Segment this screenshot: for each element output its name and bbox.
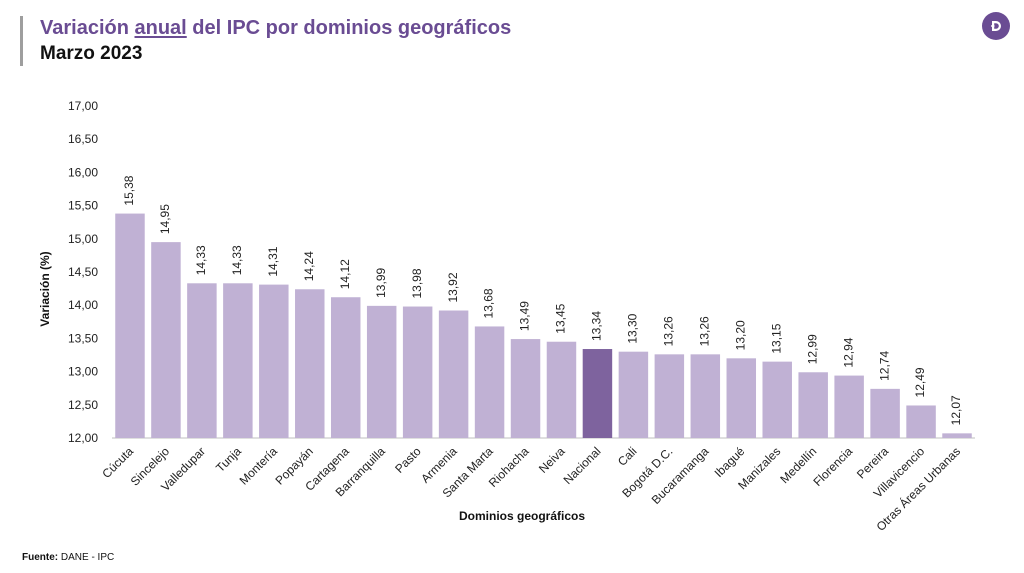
bar <box>870 388 900 438</box>
bar <box>690 354 721 438</box>
bar <box>402 306 433 438</box>
x-tick-label: Florencia <box>810 444 855 489</box>
value-label: 14,12 <box>338 259 352 289</box>
x-tick-label: Riohacha <box>486 444 532 490</box>
value-label: 13,45 <box>554 303 568 333</box>
value-label: 13,34 <box>590 311 604 341</box>
bar <box>115 213 145 438</box>
value-label: 12,74 <box>877 351 891 381</box>
value-label: 15,38 <box>122 175 136 205</box>
y-tick-label: 15,00 <box>68 232 98 246</box>
bar-highlight <box>582 349 613 438</box>
value-label: 12,07 <box>949 395 963 425</box>
bar <box>151 242 181 438</box>
bar <box>798 372 828 438</box>
bar <box>618 351 649 438</box>
bar <box>906 405 936 438</box>
y-tick-label: 12,50 <box>68 398 98 412</box>
x-axis-title: Dominios geográficos <box>459 509 585 523</box>
y-tick-label: 13,50 <box>68 331 98 345</box>
value-label: 13,68 <box>482 288 496 318</box>
value-label: 14,95 <box>158 204 172 234</box>
value-label: 14,31 <box>266 246 280 276</box>
value-label: 13,92 <box>446 272 460 302</box>
title-suffix: del IPC por dominios geográficos <box>186 17 512 39</box>
source-note: Fuente: DANE - IPC <box>22 552 114 563</box>
bar <box>259 284 289 438</box>
x-tick-label: Tunja <box>213 444 244 475</box>
value-label: 14,33 <box>230 245 244 275</box>
bar <box>726 358 757 438</box>
value-label: 12,49 <box>913 367 927 397</box>
bar <box>834 375 864 438</box>
y-tick-label: 13,00 <box>68 365 98 379</box>
title-prefix: Variación <box>40 17 135 39</box>
bar <box>366 305 397 438</box>
y-tick-label: 17,00 <box>68 99 98 113</box>
dane-logo-icon <box>982 12 1010 40</box>
logo-glyph <box>991 21 1001 31</box>
value-label: 12,94 <box>841 337 855 367</box>
y-tick-label: 16,50 <box>68 132 98 146</box>
bar <box>474 326 505 438</box>
value-label: 13,26 <box>697 316 711 346</box>
bar <box>438 310 469 438</box>
y-tick-label: 15,50 <box>68 199 98 213</box>
bar <box>187 283 217 438</box>
title-accent-bar <box>20 16 23 66</box>
value-label: 14,33 <box>194 245 208 275</box>
bar <box>330 297 361 438</box>
value-label: 13,30 <box>626 313 640 343</box>
value-label: 13,20 <box>733 320 747 350</box>
value-label: 13,49 <box>518 301 532 331</box>
title-underlined-word: anual <box>134 17 187 39</box>
x-tick-label: Pasto <box>392 444 424 476</box>
bar <box>762 361 792 438</box>
value-label: 13,15 <box>769 323 783 353</box>
x-tick-label: Neiva <box>536 444 568 476</box>
x-tick-label: Montería <box>237 444 281 488</box>
value-label: 13,26 <box>662 316 676 346</box>
bar <box>654 354 685 438</box>
value-label: 13,98 <box>410 268 424 298</box>
y-tick-label: 12,00 <box>68 431 98 445</box>
x-tick-label: Nacional <box>561 444 604 487</box>
value-label: 13,99 <box>374 268 388 298</box>
y-axis-title: Variación (%) <box>38 251 52 326</box>
bar <box>942 433 972 438</box>
source-label: Fuente: <box>22 552 59 563</box>
chart-subtitle: Marzo 2023 <box>40 43 143 64</box>
bar <box>510 339 541 438</box>
y-tick-label: 14,50 <box>68 265 98 279</box>
source-value: DANE - IPC <box>58 552 115 563</box>
y-tick-label: 16,00 <box>68 165 98 179</box>
value-label: 14,24 <box>302 251 316 281</box>
bar <box>546 341 577 438</box>
chart-title: Variación anual del IPC por dominios geo… <box>40 17 511 40</box>
y-tick-label: 14,00 <box>68 298 98 312</box>
value-label: 12,99 <box>805 334 819 364</box>
bar <box>295 289 325 438</box>
x-tick-label: Cali <box>615 444 640 469</box>
bar <box>223 283 253 438</box>
